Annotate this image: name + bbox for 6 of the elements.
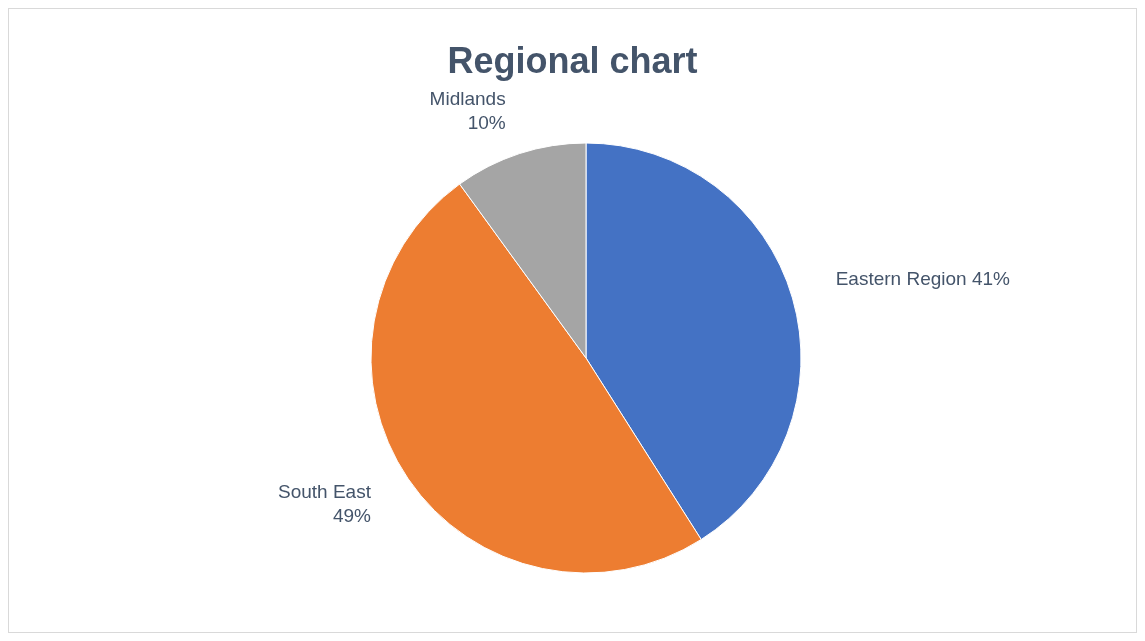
slice-label: Midlands [429, 88, 506, 110]
data-label: 49% [332, 505, 372, 527]
chart-title: Regional chart [447, 40, 698, 81]
slice-label: South East [278, 481, 372, 503]
slice-label: Eastern Region 41% [835, 268, 1011, 290]
data-label: 10% [467, 111, 506, 133]
